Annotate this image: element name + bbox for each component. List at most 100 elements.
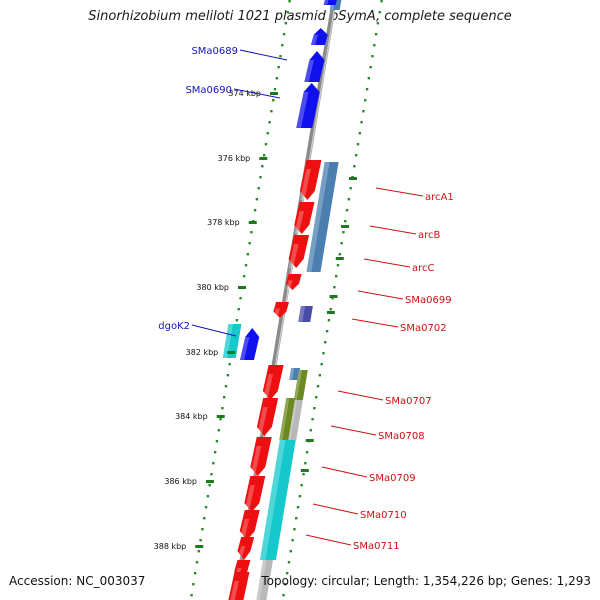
cds-blue-block-body [306, 240, 326, 272]
forward-gene-block-shade [296, 92, 309, 128]
right-track-dot [349, 187, 352, 190]
reverse-gene-block [262, 365, 284, 400]
minor-tick [305, 439, 314, 442]
cds-blue-block-body [289, 368, 301, 380]
reverse-gene-block-body [244, 476, 266, 512]
cds-blue-block [317, 162, 339, 205]
forward-gene-block-body [304, 51, 325, 82]
cds-grey-block [256, 560, 273, 600]
right-track-dot [287, 561, 291, 564]
left-track-dot [237, 308, 240, 311]
right-track-dot [345, 209, 349, 212]
scale-tick-label: 388 kbp [154, 542, 187, 551]
right-track-dot [289, 550, 292, 553]
scale-tick [216, 415, 225, 418]
right-track-dot [293, 528, 296, 531]
cds-purple-block-shade [298, 306, 306, 322]
forward-gene-block [296, 83, 320, 128]
right-track-dot [365, 88, 369, 91]
reverse-gene-block-body [256, 398, 279, 436]
right-track-dot [344, 220, 347, 223]
reverse-gene-block [273, 302, 290, 318]
left-track-dot [226, 374, 230, 377]
forward-gene-block-body [310, 28, 328, 45]
forward-label-connector [191, 324, 237, 337]
left-track-dot [192, 583, 195, 586]
right-track-dot [362, 110, 365, 113]
cds-cyan-block [259, 520, 283, 560]
left-track-dot [208, 484, 211, 487]
cds-blue-block-body [317, 162, 339, 205]
reverse-gene-block [239, 510, 260, 540]
forward-gene-block-body [323, 0, 337, 5]
left-track-dot [213, 451, 217, 454]
left-track-dot [279, 55, 282, 58]
scale-tick-label: 382 kbp [186, 348, 219, 357]
cds-cyan-block [222, 324, 242, 358]
reverse-gene-block [286, 274, 302, 290]
right-track-dot [282, 594, 285, 597]
left-track-dot [199, 539, 202, 542]
reverse-gene-label: arcA1 [425, 192, 454, 203]
left-track-dot [215, 440, 219, 443]
cds-blue-block [289, 368, 301, 380]
right-track-dot [316, 385, 320, 388]
left-track-dot [277, 66, 280, 69]
cds-grey-block-body [287, 400, 303, 440]
reverse-label-connector [330, 425, 377, 436]
minor-tick [341, 225, 350, 228]
reverse-gene-block-body [273, 302, 290, 318]
left-track-dot [266, 132, 269, 135]
left-track-dot [201, 528, 204, 531]
reverse-label-connector [363, 258, 411, 268]
forward-gene-label: SMa0690 [185, 85, 232, 96]
right-track-dot [342, 231, 345, 234]
left-track-dot [264, 143, 268, 146]
left-track-dot [248, 242, 251, 245]
left-track-dot [221, 407, 224, 410]
reverse-gene-block-shade [299, 169, 311, 200]
right-track-dot [302, 473, 305, 476]
right-track-dot [334, 275, 338, 278]
reverse-gene-block-shade [244, 485, 255, 512]
cds-blue-block-shade [289, 368, 295, 380]
cds-olive-block-shade [279, 398, 290, 440]
cds-olive-block-body [293, 370, 308, 400]
right-track-dot [324, 341, 327, 344]
left-track-dot [262, 154, 266, 157]
right-dotted-track [282, 0, 383, 597]
reverse-gene-block-shade [286, 280, 293, 290]
map-title: Sinorhizobium meliloti 1021 plasmid pSym… [88, 9, 512, 24]
cds-blue-block-body [311, 205, 332, 240]
reverse-gene-label: SMa0708 [378, 431, 425, 442]
cds-grey-block-shade [256, 560, 267, 600]
reverse-gene-block-shade [288, 244, 299, 268]
cds-grey-block-body [256, 560, 273, 600]
left-track-dot [203, 517, 206, 520]
scale-tick-label: 378 kbp [207, 218, 240, 227]
cds-cyan-block-shade [222, 324, 233, 358]
cds-purple-block [298, 306, 313, 322]
right-track-dot [373, 44, 376, 47]
left-track-dot [261, 165, 264, 168]
right-track-dot [358, 132, 361, 135]
right-track-dot [305, 451, 309, 454]
scale-tick [195, 545, 204, 548]
topology-label: Topology: circular; Length: 1,354,226 bp… [261, 574, 591, 588]
scale-tick [248, 221, 257, 224]
cds-olive-block-body [279, 398, 296, 440]
left-track-dot [206, 495, 210, 498]
reverse-gene-block-shade [262, 374, 274, 400]
left-track-dot [244, 264, 248, 267]
right-track-dot [331, 297, 334, 300]
left-track-dot [190, 594, 193, 597]
reverse-gene-block-body [239, 510, 260, 540]
reverse-gene-block-body [228, 572, 250, 600]
right-track-dot [315, 396, 318, 399]
left-track-dot [242, 275, 246, 278]
right-track-dot [284, 583, 287, 586]
right-track-dot [360, 121, 363, 124]
reverse-gene-label: SMa0711 [353, 541, 400, 552]
